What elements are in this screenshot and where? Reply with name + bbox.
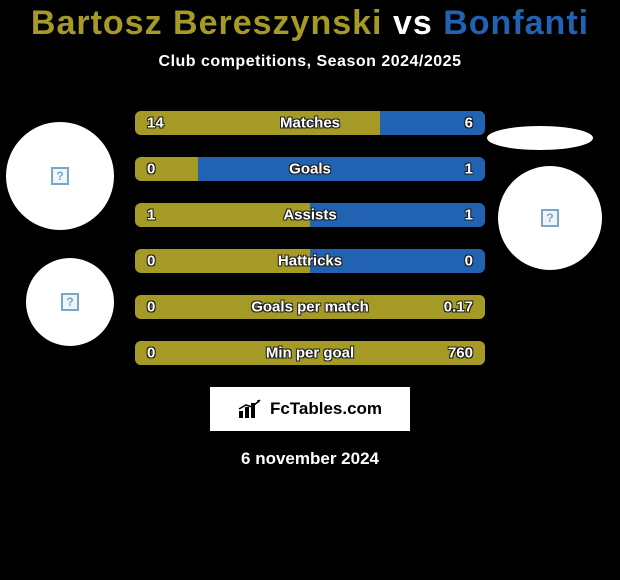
logo-box: FcTables.com: [210, 387, 410, 431]
bar-value-left: 14: [147, 115, 164, 132]
bar-fill-left: [135, 111, 380, 135]
logo-icon: [238, 399, 264, 419]
bar-row: 0 1 Goals: [135, 157, 485, 181]
bar-label: Matches: [280, 115, 340, 132]
title-vs: vs: [393, 4, 433, 42]
decor-circle: ?: [498, 166, 602, 270]
title-player1: Bartosz Bereszynski: [31, 4, 383, 42]
decor-circle: ?: [6, 122, 114, 230]
bars-container: 14 6 Matches 0 1 Goals 1 1 Assists 0 0 Hattricks 0 0.…: [135, 111, 485, 365]
logo-text: FcTables.com: [270, 399, 382, 419]
decor-ellipse: [487, 126, 593, 150]
bar-value-right: 0: [465, 253, 473, 270]
bar-value-right: 1: [465, 161, 473, 178]
placeholder-image-icon: ?: [541, 209, 559, 227]
bar-row: 1 1 Assists: [135, 203, 485, 227]
bar-label: Goals: [289, 161, 331, 178]
bar-fill-left: [135, 157, 198, 181]
bar-value-left: 1: [147, 207, 155, 224]
bar-value-left: 0: [147, 161, 155, 178]
bar-label: Goals per match: [251, 299, 369, 316]
bar-value-right: 0.17: [444, 299, 473, 316]
title-player2: Bonfanti: [443, 4, 589, 42]
bar-label: Min per goal: [266, 345, 354, 362]
bar-value-left: 0: [147, 345, 155, 362]
bar-row: 0 0 Hattricks: [135, 249, 485, 273]
bar-value-left: 0: [147, 253, 155, 270]
bar-value-right: 6: [465, 115, 473, 132]
bar-value-left: 0: [147, 299, 155, 316]
bar-label: Hattricks: [278, 253, 342, 270]
placeholder-image-icon: ?: [61, 293, 79, 311]
bar-row: 0 0.17 Goals per match: [135, 295, 485, 319]
date: 6 november 2024: [0, 449, 620, 469]
bar-value-right: 760: [448, 345, 473, 362]
decor-circle: ?: [26, 258, 114, 346]
placeholder-image-icon: ?: [51, 167, 69, 185]
bar-fill-right: [198, 157, 485, 181]
bar-label: Assists: [283, 207, 336, 224]
bar-row: 0 760 Min per goal: [135, 341, 485, 365]
bar-row: 14 6 Matches: [135, 111, 485, 135]
page-title: Bartosz Bereszynski vs Bonfanti: [0, 0, 620, 43]
bar-value-right: 1: [465, 207, 473, 224]
subtitle: Club competitions, Season 2024/2025: [0, 53, 620, 71]
